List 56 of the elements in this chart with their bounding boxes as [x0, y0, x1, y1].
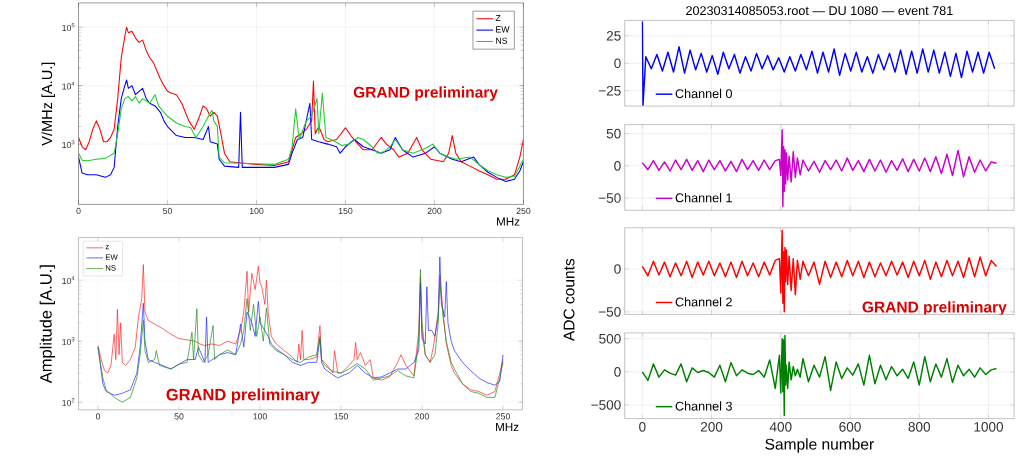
x-tick-label: 150 — [338, 207, 353, 214]
annotation: GRAND preliminary — [862, 301, 1007, 316]
y-tick-label: 50 — [606, 128, 621, 139]
x-tick-label: 0 — [639, 421, 646, 432]
x-tick-label: 50 — [174, 413, 184, 420]
x-tick-label: 1000 — [974, 421, 1004, 432]
line-series — [641, 334, 998, 417]
x-tick-label: 150 — [334, 413, 348, 420]
y-tick-label: 0 — [614, 366, 621, 377]
y-axis-title: Amplitude [A.U.] — [39, 265, 56, 384]
y-tick-label: 0 — [614, 160, 621, 171]
y-tick-label: 10$^{3}$ — [62, 140, 75, 148]
x-tick-label: 0 — [95, 413, 101, 420]
y-axis-title: V/MHz [A.U.] — [41, 62, 56, 146]
y-tick-label: 10$^{4}$ — [62, 276, 75, 284]
line-series — [78, 26, 524, 180]
y-tick-label: 0 — [614, 264, 621, 274]
x-tick-label: 100 — [253, 413, 267, 420]
legend-label: Channel 1 — [675, 192, 732, 203]
x-axis-title: MHz — [496, 422, 519, 431]
y-tick-label: 500 — [599, 333, 621, 344]
chart-title: 20230314085053.root — DU 1080 — event 781 — [686, 6, 953, 15]
x-tick-label: 50 — [163, 207, 173, 214]
y-tick-label: −25 — [598, 85, 621, 96]
legend-label: Channel 0 — [675, 88, 732, 99]
x-tick-label: 200 — [415, 413, 429, 420]
x-tick-label: 200 — [427, 207, 442, 214]
y-tick-label: 10$^{3}$ — [62, 337, 75, 345]
annotation: GRAND preliminary — [166, 388, 320, 404]
legend-label: NS — [496, 37, 508, 44]
y-tick-label: −50 — [598, 193, 621, 203]
line-series — [641, 128, 998, 208]
y-tick-label: 0 — [614, 58, 621, 68]
x-tick-label: 0 — [76, 207, 81, 214]
x-tick-label: 400 — [769, 421, 792, 432]
legend-label: Z — [495, 14, 501, 21]
annotation: GRAND preliminary — [353, 86, 498, 101]
x-tick-label: 600 — [839, 421, 861, 432]
x-tick-label: 250 — [496, 413, 510, 420]
legend-label: Channel 2 — [675, 297, 732, 307]
legend-label: Channel 3 — [675, 401, 732, 411]
x-axis-title: Sample number — [765, 438, 874, 453]
x-tick-label: 250 — [516, 207, 531, 214]
y-tick-label: 25 — [606, 30, 621, 41]
legend-label: EW — [496, 26, 510, 33]
line-series — [641, 20, 996, 106]
x-tick-label: 100 — [249, 207, 264, 214]
x-axis-title: MHz — [497, 217, 520, 226]
x-tick-label: 800 — [908, 421, 931, 432]
y-tick-label: 10$^{2}$ — [62, 398, 75, 407]
y-tick-label: −50 — [598, 306, 621, 317]
y-tick-label: −500 — [591, 400, 621, 410]
y-tick-label: 10$^{5}$ — [62, 23, 75, 31]
y-axis-title: ADC counts — [563, 258, 575, 341]
x-tick-label: 200 — [700, 421, 723, 432]
y-tick-label: 10$^{4}$ — [62, 81, 75, 90]
